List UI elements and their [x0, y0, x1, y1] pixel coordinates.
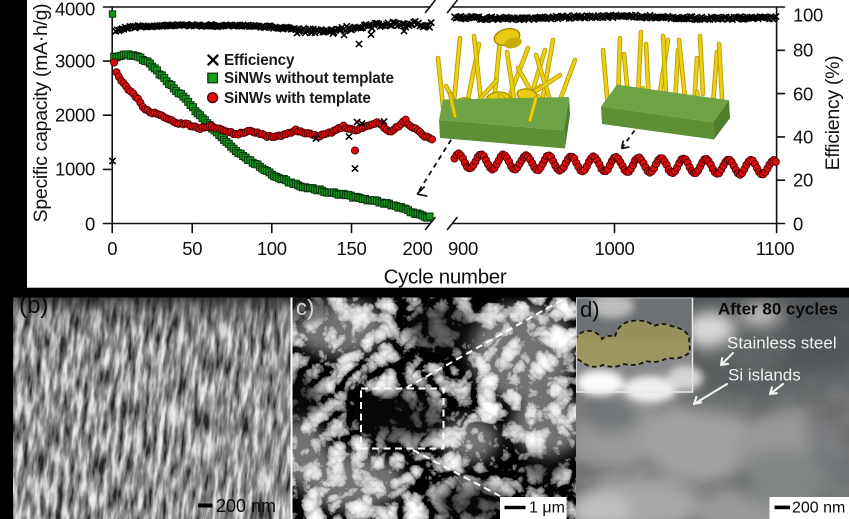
svg-text:SiNWs with template: SiNWs with template: [224, 90, 371, 107]
svg-text:(b): (b): [19, 292, 48, 319]
svg-text:200 nm: 200 nm: [216, 496, 276, 516]
svg-text:80: 80: [793, 40, 813, 61]
svg-text:0: 0: [793, 214, 803, 235]
svg-text:1000: 1000: [595, 238, 635, 259]
svg-text:After 80 cycles: After 80 cycles: [718, 300, 838, 319]
svg-text:Specific capacity (mA·h/g): Specific capacity (mA·h/g): [30, 4, 52, 223]
svg-text:2000: 2000: [55, 105, 95, 126]
svg-text:100: 100: [257, 238, 287, 259]
svg-text:4000: 4000: [55, 0, 95, 20]
svg-text:100: 100: [793, 5, 823, 26]
svg-text:Stainless steel: Stainless steel: [727, 334, 837, 353]
svg-text:Efficiency: Efficiency: [224, 52, 295, 69]
svg-text:200 nm: 200 nm: [792, 500, 845, 517]
svg-text:SiNWs without template: SiNWs without template: [224, 70, 394, 87]
svg-text:150: 150: [337, 238, 367, 259]
svg-text:200: 200: [403, 238, 433, 259]
svg-text:1 μm: 1 μm: [529, 500, 565, 517]
svg-text:Si islands: Si islands: [728, 366, 801, 385]
svg-text:40: 40: [793, 127, 813, 148]
svg-text:d): d): [580, 297, 600, 322]
svg-text:3000: 3000: [55, 51, 95, 72]
svg-text:0: 0: [107, 238, 117, 259]
svg-text:Efficiency (%): Efficiency (%): [822, 56, 844, 171]
svg-text:1100: 1100: [756, 238, 795, 259]
svg-text:1000: 1000: [55, 159, 95, 180]
svg-text:60: 60: [793, 84, 813, 105]
svg-text:0: 0: [85, 214, 95, 235]
svg-text:Cycle number: Cycle number: [384, 266, 507, 289]
svg-text:c): c): [296, 295, 314, 320]
svg-text:50: 50: [182, 238, 202, 259]
svg-text:900: 900: [448, 238, 478, 259]
svg-text:20: 20: [793, 170, 813, 191]
